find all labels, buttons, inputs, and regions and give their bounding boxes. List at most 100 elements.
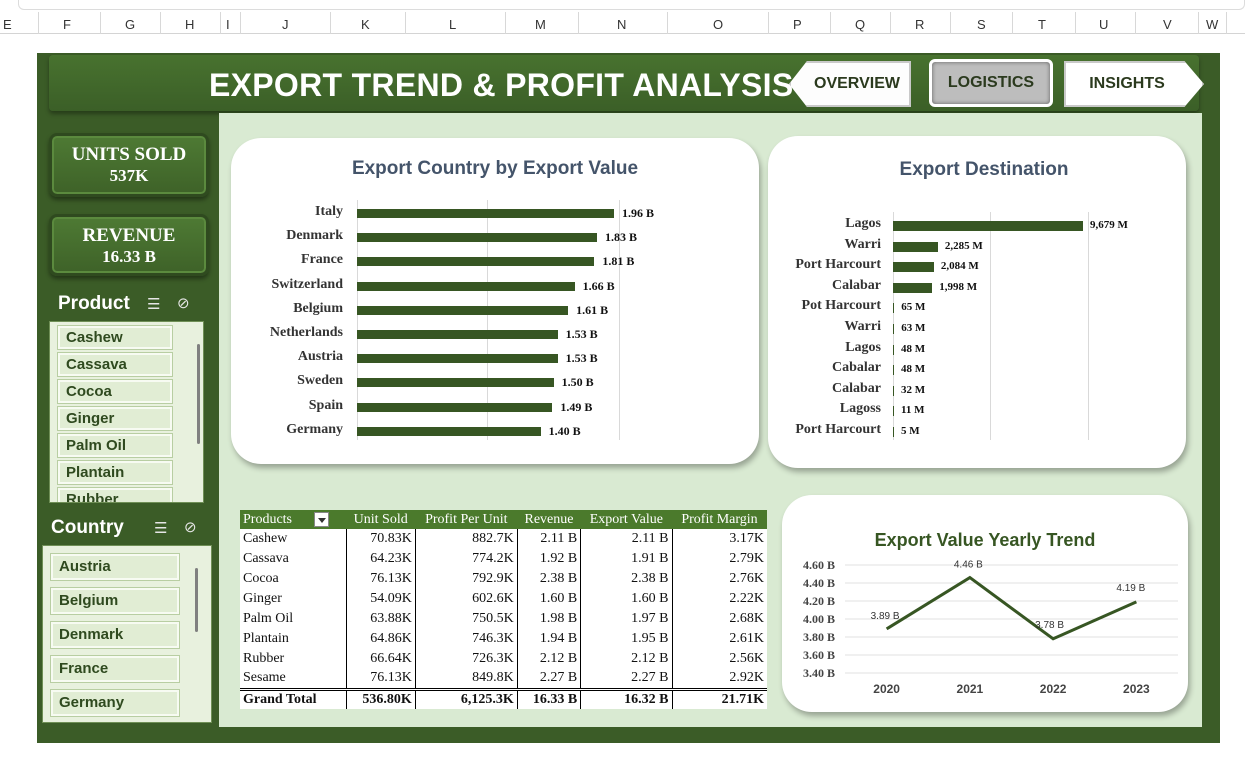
table-cell[interactable]: 2.92K <box>671 669 767 689</box>
table-cell[interactable]: 2.27 B <box>580 669 673 689</box>
table-cell[interactable]: 1.60 B <box>516 589 581 609</box>
series-line[interactable] <box>885 575 1137 641</box>
bar[interactable] <box>357 402 553 412</box>
column-header[interactable]: Profit Per Unit <box>415 510 518 529</box>
export-country-chart[interactable]: Export Country by Export Value Italy 1.96… <box>231 138 759 464</box>
table-cell[interactable]: 2.76K <box>671 569 767 589</box>
column-letter[interactable]: N <box>617 17 627 32</box>
table-cell[interactable]: 64.23K <box>345 549 416 569</box>
table-row[interactable]: Palm Oil 63.88K 750.5K 1.98 B 1.97 B 2.68K <box>240 609 767 629</box>
table-row[interactable]: Rubber 66.64K 726.3K 2.12 B 2.12 B 2.56K <box>240 649 767 669</box>
column-letter[interactable]: I <box>226 17 230 32</box>
bar[interactable] <box>893 344 894 355</box>
table-cell[interactable]: 750.5K <box>414 609 518 629</box>
table-cell[interactable]: 2.79K <box>671 549 767 569</box>
table-cell[interactable]: 602.6K <box>414 589 518 609</box>
table-cell[interactable]: Sesame <box>243 670 286 686</box>
country-clear-filter-icon[interactable]: ⊘ <box>184 519 197 536</box>
column-letter[interactable]: F <box>63 17 71 32</box>
bar[interactable] <box>893 262 934 273</box>
product-slicer-scrollbar[interactable] <box>197 344 200 444</box>
country-slicer-item[interactable]: Belgium <box>51 588 179 614</box>
table-cell[interactable]: 882.7K <box>414 529 518 549</box>
table-cell[interactable]: 3.17K <box>671 529 767 549</box>
filter-dropdown-button[interactable] <box>314 511 329 527</box>
table-cell[interactable]: 2.22K <box>671 589 767 609</box>
insights-button[interactable]: INSIGHTS <box>1064 61 1204 107</box>
column-letter[interactable]: G <box>125 17 136 32</box>
column-letter[interactable]: M <box>535 17 546 32</box>
bar[interactable] <box>357 330 558 339</box>
column-letter[interactable]: W <box>1206 17 1219 32</box>
total-cell[interactable]: 536.80K <box>345 687 416 709</box>
table-cell[interactable]: 1.92 B <box>516 549 581 569</box>
column-letter[interactable]: R <box>915 17 925 32</box>
column-letter[interactable]: J <box>282 17 289 32</box>
table-cell[interactable]: Cassava <box>243 551 289 566</box>
yearly-trend-chart[interactable]: Export Value Yearly Trend 4.60 B 4.40 B 4.… <box>782 495 1188 712</box>
table-cell[interactable]: 63.88K <box>345 609 416 629</box>
table-cell[interactable]: Rubber <box>243 651 285 666</box>
bar[interactable] <box>357 233 597 243</box>
logistics-button[interactable]: LOGISTICS <box>929 59 1053 107</box>
table-cell[interactable]: 1.97 B <box>580 609 673 629</box>
bar[interactable] <box>357 257 595 267</box>
product-slicer-item[interactable]: Rubber <box>58 488 172 502</box>
column-letter[interactable]: K <box>361 17 370 32</box>
column-letter[interactable]: S <box>977 17 986 32</box>
table-cell[interactable]: 2.38 B <box>580 569 673 589</box>
column-letter[interactable]: E <box>3 17 12 32</box>
column-letter[interactable]: O <box>713 17 724 32</box>
country-slicer-item[interactable]: Denmark <box>51 622 179 648</box>
bar[interactable] <box>893 365 894 376</box>
table-cell[interactable]: 2.12 B <box>580 649 673 669</box>
table-cell[interactable]: 76.13K <box>345 569 416 589</box>
column-header[interactable]: Unit Sold <box>346 510 416 529</box>
table-cell[interactable]: 70.83K <box>345 529 416 549</box>
bar[interactable] <box>893 324 895 334</box>
table-cell[interactable]: 2.68K <box>671 609 767 629</box>
product-clear-filter-icon[interactable]: ⊘ <box>177 295 190 312</box>
table-row[interactable]: Sesame 76.13K 849.8K 2.27 B 2.27 B 2.92K <box>240 669 767 689</box>
bar[interactable] <box>357 281 575 291</box>
total-cell[interactable]: 16.32 B <box>580 687 673 709</box>
table-cell[interactable]: 64.86K <box>345 629 416 649</box>
table-cell[interactable]: Cashew <box>243 531 288 546</box>
bar[interactable] <box>893 241 938 252</box>
column-letter[interactable]: H <box>185 17 195 32</box>
table-cell[interactable]: 746.3K <box>414 629 518 649</box>
product-slicer-item[interactable]: Plantain <box>58 461 172 484</box>
product-slicer-item[interactable]: Palm Oil <box>58 434 172 457</box>
bar[interactable] <box>357 426 541 436</box>
product-slicer-item[interactable]: Cashew <box>58 326 172 349</box>
column-letter[interactable]: T <box>1038 17 1046 32</box>
table-cell[interactable]: 1.94 B <box>516 629 581 649</box>
table-cell[interactable]: Cocoa <box>243 571 279 586</box>
country-slicer-item[interactable]: France <box>51 656 179 682</box>
table-cell[interactable]: 66.64K <box>345 649 416 669</box>
table-cell[interactable]: 2.11 B <box>516 529 581 549</box>
table-cell[interactable]: 2.61K <box>671 629 767 649</box>
table-cell[interactable]: Plantain <box>243 631 289 646</box>
column-letter[interactable]: P <box>793 17 802 32</box>
table-cell[interactable]: 54.09K <box>345 589 416 609</box>
grand-total-row[interactable]: Grand Total 536.80K 6,125.3K 16.33 B 16.32 B… <box>240 687 767 709</box>
bar[interactable] <box>357 354 558 364</box>
bar[interactable] <box>893 406 894 417</box>
country-multiselect-icon[interactable]: ☰ <box>154 520 168 537</box>
bar[interactable] <box>893 385 894 396</box>
table-row[interactable]: Plantain 64.86K 746.3K 1.94 B 1.95 B 2.61K <box>240 629 767 649</box>
column-letter[interactable]: U <box>1099 17 1109 32</box>
table-cell[interactable]: 2.11 B <box>580 529 673 549</box>
table-row[interactable]: Ginger 54.09K 602.6K 1.60 B 1.60 B 2.22K <box>240 589 767 609</box>
table-cell[interactable]: 1.91 B <box>580 549 673 569</box>
bar[interactable] <box>357 378 554 388</box>
country-slicer-item[interactable]: Germany <box>51 690 179 716</box>
table-cell[interactable]: Ginger <box>243 591 282 606</box>
bar[interactable] <box>357 305 569 315</box>
column-letter[interactable]: Q <box>855 17 866 32</box>
table-cell[interactable]: 2.27 B <box>516 669 581 689</box>
table-cell[interactable]: 2.38 B <box>516 569 581 589</box>
table-row[interactable]: Cocoa 76.13K 792.9K 2.38 B 2.38 B 2.76K <box>240 569 767 589</box>
bar[interactable] <box>357 209 614 218</box>
